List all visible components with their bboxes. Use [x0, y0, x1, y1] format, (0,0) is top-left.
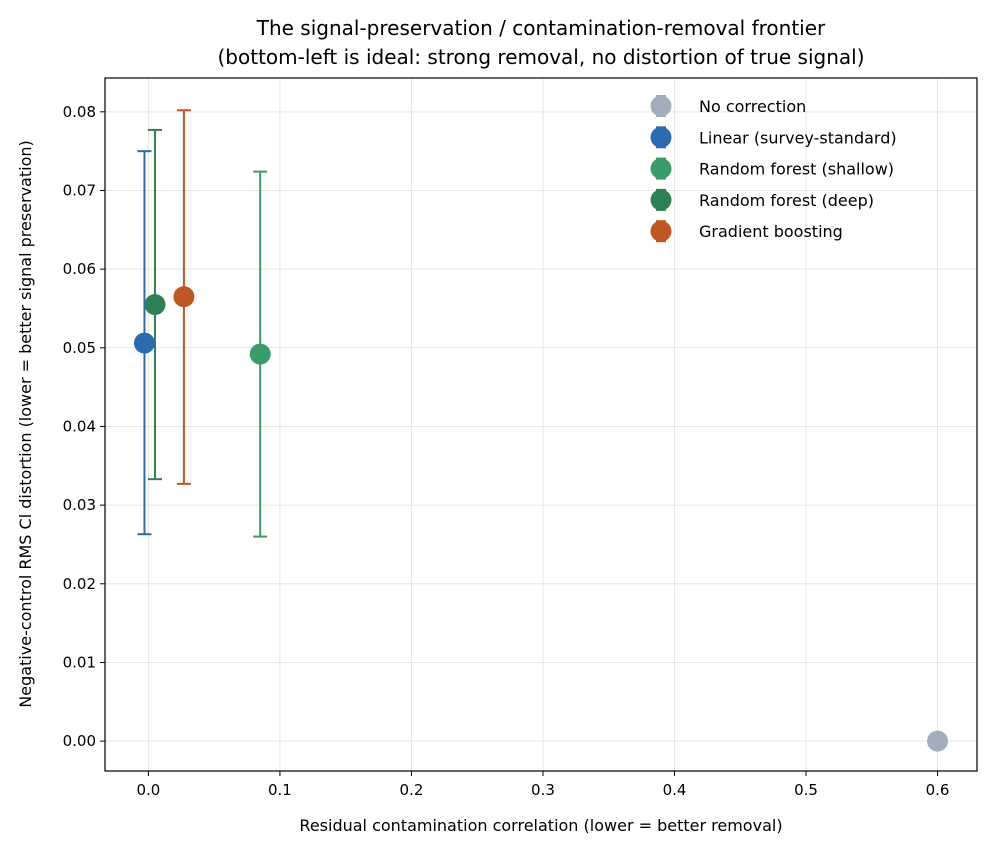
x-axis-ticks: 0.0 0.1 0.2 0.3 0.4 0.5 0.6 — [136, 771, 949, 799]
data-point — [927, 730, 949, 752]
legend-marker — [650, 189, 672, 211]
y-axis-ticks: 0.00 0.01 0.02 0.03 0.04 0.05 0.06 0.07 0.08 — [63, 103, 105, 750]
y-tick-label: 0.02 — [63, 575, 96, 593]
x-axis-label: Residual contamination correlation (lowe… — [299, 816, 782, 835]
legend-marker — [650, 95, 672, 117]
grid-lines — [105, 78, 977, 771]
x-tick-label: 0.1 — [268, 781, 292, 799]
data-point — [173, 286, 195, 308]
y-tick-label: 0.07 — [63, 181, 96, 199]
y-tick-label: 0.00 — [63, 732, 96, 750]
x-tick-label: 0.0 — [136, 781, 160, 799]
y-axis-label: Negative-control RMS Cl distortion (lowe… — [16, 140, 35, 707]
legend-label: Linear (survey-standard) — [699, 128, 897, 147]
legend-label: Random forest (shallow) — [699, 160, 894, 179]
data-points — [133, 286, 949, 752]
legend-marker — [650, 158, 672, 180]
legend-marker — [650, 220, 672, 242]
data-point — [249, 343, 271, 365]
legend-marker — [650, 126, 672, 148]
y-tick-label: 0.01 — [63, 653, 96, 671]
y-tick-label: 0.05 — [63, 339, 96, 357]
x-tick-label: 0.4 — [663, 781, 687, 799]
plot-frame — [104, 77, 978, 772]
x-tick-label: 0.6 — [926, 781, 950, 799]
chart-title-line-2: (bottom-left is ideal: strong removal, n… — [218, 45, 865, 69]
legend: No correction Linear (survey-standard) Ran… — [650, 95, 897, 243]
legend-label: Random forest (deep) — [699, 191, 874, 210]
x-tick-label: 0.2 — [400, 781, 424, 799]
legend-label: No correction — [699, 97, 806, 116]
legend-label: Gradient boosting — [699, 222, 843, 241]
y-tick-label: 0.04 — [63, 417, 96, 435]
data-point — [133, 332, 155, 354]
error-bars — [137, 109, 268, 538]
x-tick-label: 0.3 — [531, 781, 555, 799]
y-tick-label: 0.08 — [63, 103, 96, 121]
y-tick-label: 0.03 — [63, 496, 96, 514]
data-point — [144, 294, 166, 316]
chart-title-line-1: The signal-preservation / contamination-… — [256, 16, 826, 40]
x-tick-label: 0.5 — [794, 781, 818, 799]
y-tick-label: 0.06 — [63, 260, 96, 278]
